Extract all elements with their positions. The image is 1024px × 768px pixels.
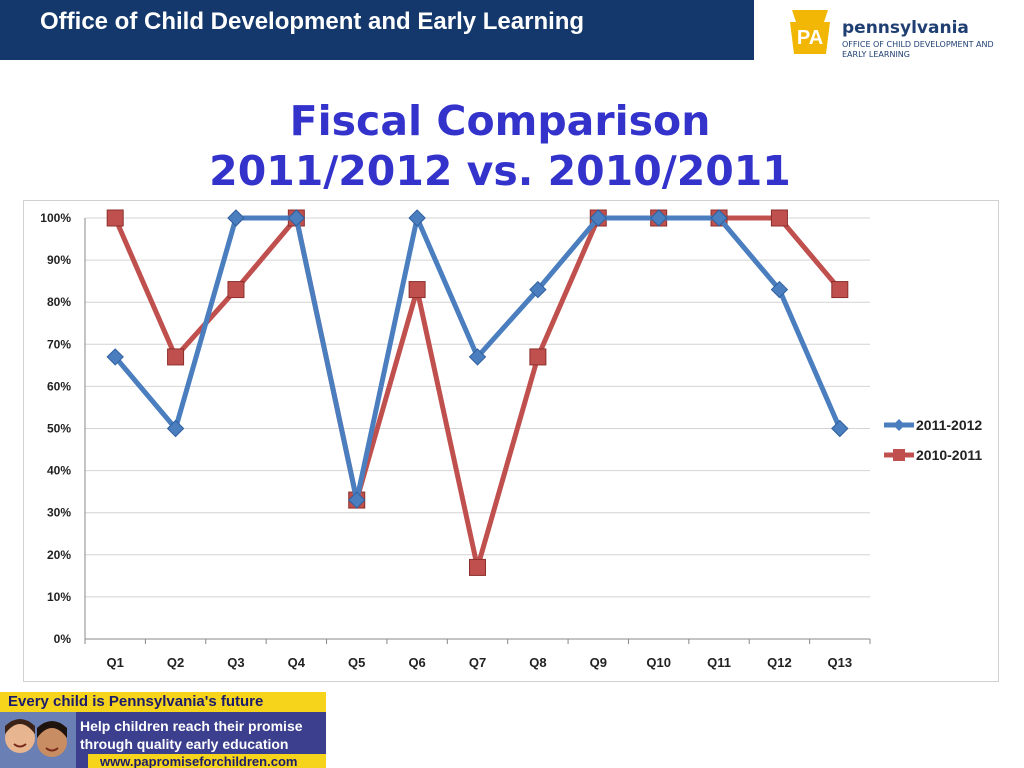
- data-point: [770, 209, 788, 227]
- banner-strip: [0, 692, 326, 712]
- logo-name: pennsylvania: [842, 18, 969, 38]
- series-2011-2012: [106, 209, 849, 509]
- x-tick-label: Q7: [469, 655, 486, 670]
- legend-entry: 2010-2011: [884, 447, 982, 463]
- x-tick-label: Q4: [288, 655, 306, 670]
- keystone-badge-icon: PA: [790, 10, 830, 54]
- data-point: [468, 348, 487, 366]
- banner-url-strip: [88, 754, 326, 768]
- legend-entry: 2011-2012: [884, 417, 982, 433]
- x-tick-label: Q3: [227, 655, 244, 670]
- y-tick-label: 50%: [47, 422, 71, 436]
- data-point: [529, 348, 547, 366]
- data-point: [348, 491, 366, 509]
- line-chart: 0% 10% 20% 30% 40% 50% 60% 70% 80% 90% 100% Q1 Q2 Q3 Q…: [40, 209, 982, 670]
- legend-marker: [893, 449, 905, 461]
- y-tick-label: 100%: [40, 211, 71, 225]
- data-point: [106, 348, 124, 366]
- data-point: [649, 209, 668, 227]
- banner-line-2: through quality early education: [80, 736, 289, 752]
- chart-container: 0% 10% 20% 30% 40% 50% 60% 70% 80% 90% 100% Q1 Q2 Q3 Q…: [23, 200, 999, 682]
- data-point: [408, 209, 426, 227]
- header-bar: Office of Child Development and Early Le…: [0, 0, 754, 60]
- banner-tagline: Every child is Pennsylvania's future: [8, 693, 264, 710]
- data-point: [589, 209, 607, 227]
- logo-badge-text: PA: [797, 27, 823, 49]
- data-point: [166, 419, 185, 438]
- data-point: [469, 558, 486, 576]
- y-tick-label: 0%: [54, 632, 72, 646]
- slide-title-line1: Fiscal Comparison: [289, 97, 711, 145]
- logo-subtitle: OFFICE OF CHILD DEVELOPMENT AND EARLY LE…: [842, 40, 994, 59]
- x-tick-label: Q11: [707, 655, 731, 670]
- y-tick-label: 90%: [47, 253, 71, 267]
- x-tick-label: Q2: [167, 655, 184, 670]
- data-point: [287, 209, 306, 227]
- y-tick-label: 60%: [47, 379, 71, 393]
- header-title: Office of Child Development and Early Le…: [40, 8, 585, 35]
- y-tick-label: 40%: [47, 464, 71, 478]
- data-point: [167, 348, 185, 366]
- data-point: [770, 280, 789, 299]
- data-point: [227, 281, 245, 299]
- y-tick-label: 10%: [47, 590, 71, 604]
- legend-marker: [893, 419, 905, 431]
- data-point: [831, 419, 849, 438]
- x-tick-label: Q6: [408, 655, 425, 670]
- y-tick-label: 80%: [47, 295, 71, 309]
- banner-line-1: Help children reach their promise: [80, 718, 303, 734]
- legend-label: 2011-2012: [916, 417, 982, 433]
- x-tick-label: Q10: [646, 655, 671, 670]
- data-point: [106, 209, 124, 227]
- x-tick-label: Q8: [529, 655, 546, 670]
- data-point: [529, 280, 547, 299]
- series-2010-2011: [106, 209, 849, 576]
- data-point: [710, 209, 728, 227]
- banner-url[interactable]: www.papromiseforchildren.com: [100, 754, 298, 768]
- legend-label: 2010-2011: [916, 447, 982, 463]
- children-photo-icon: [0, 712, 76, 768]
- slide-title-line2: 2011/2012 vs. 2010/2011: [209, 147, 791, 195]
- pennsylvania-logo: PA pennsylvania OFFICE OF CHILD DEVELOPM…: [782, 2, 1000, 62]
- y-tick-label: 30%: [47, 506, 71, 520]
- data-point: [408, 281, 426, 299]
- x-tick-label: Q1: [107, 655, 124, 670]
- slide-title: Fiscal Comparison 2011/2012 vs. 2010/201…: [0, 96, 1000, 196]
- y-tick-label: 70%: [47, 337, 71, 351]
- series-line: [112, 215, 842, 570]
- x-tick-label: Q12: [767, 655, 792, 670]
- data-point: [227, 209, 245, 227]
- x-tick-label: Q13: [828, 655, 853, 670]
- promise-banner: Every child is Pennsylvania's future Hel…: [0, 692, 326, 768]
- data-point: [831, 281, 849, 299]
- x-tick-label: Q5: [348, 655, 365, 670]
- y-tick-label: 20%: [47, 548, 71, 562]
- x-tick-label: Q9: [590, 655, 607, 670]
